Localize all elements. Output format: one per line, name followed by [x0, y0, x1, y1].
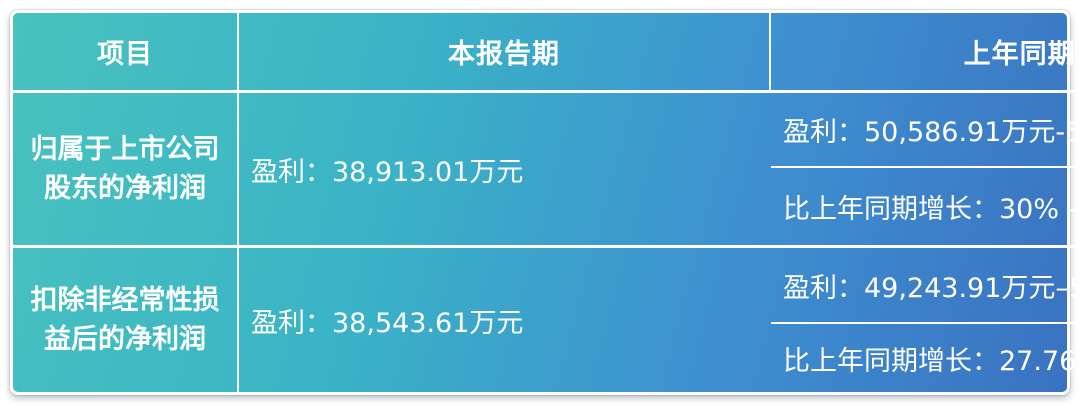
- prior-profit-cell-row1: 盈利：38,913.01万元: [239, 93, 771, 248]
- header-cell-item: 项目: [13, 13, 239, 93]
- earnings-forecast-table: 项目 本报告期 上年同期 归属于上市公司股东的净利润 盈利：50,586.91万…: [10, 10, 1080, 395]
- prior-profit-cell-row2: 盈利：38,543.61万元: [251, 307, 524, 339]
- row-item-label-net-profit-excl-nonrecurring: 扣除非经常性损益后的净利润: [13, 248, 239, 392]
- header-cell-prior-period: 上年同期: [771, 13, 1080, 93]
- growth-range-cell-row2: 比上年同期增长：27.76% -37.86%: [771, 324, 1080, 392]
- header-cell-current-period: 本报告期: [239, 13, 771, 93]
- profit-range-cell-row2: 盈利：49,243.91万元–53,135.21万元: [771, 248, 1080, 324]
- row-item-label-net-profit: 归属于上市公司股东的净利润: [13, 93, 239, 248]
- profit-range-cell-row1: 盈利：50,586.91万元-54,478.21万元: [771, 93, 1080, 168]
- growth-range-cell-row1: 比上年同期增长：30% -40%: [771, 168, 1080, 248]
